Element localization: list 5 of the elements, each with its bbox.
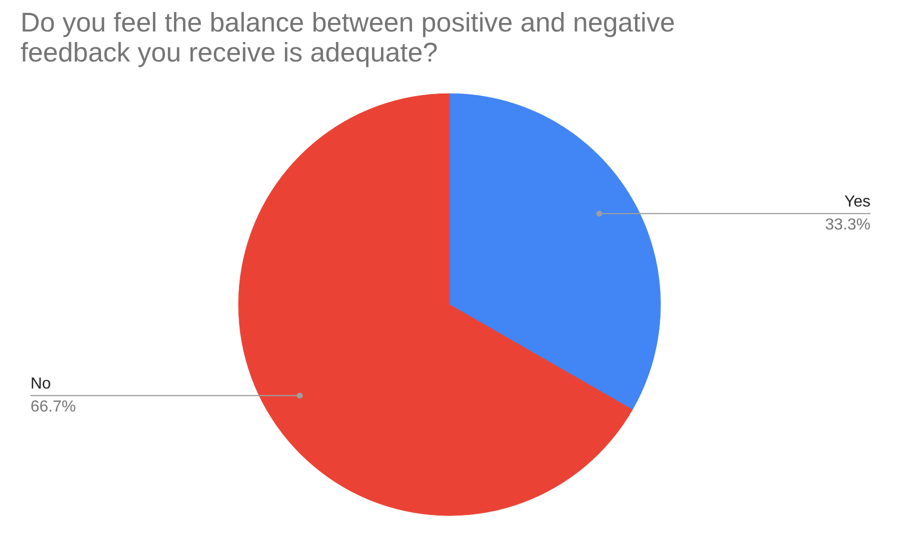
slice-label: No [30,375,52,392]
chart-title: Do you feel the balance between positive and negative feedback you receive is adequate? [20,8,675,68]
data-label: 33.3% [825,216,871,234]
slice-label: Yes [844,193,871,210]
data-label: 66.7% [30,398,76,416]
